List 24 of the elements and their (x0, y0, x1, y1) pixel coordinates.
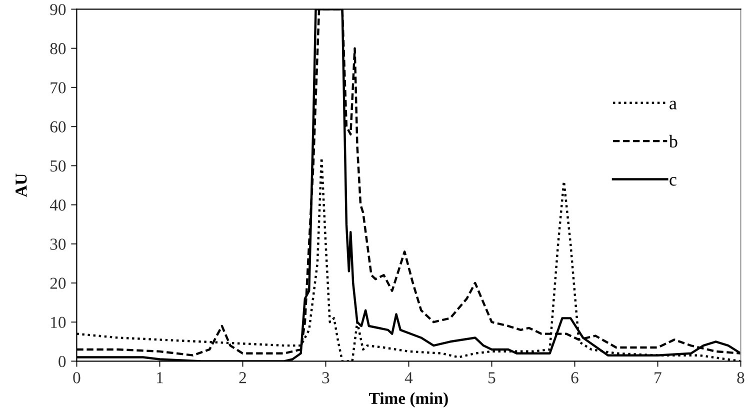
y-tick-label: 30 (50, 238, 66, 250)
y-tick-label: 50 (50, 160, 66, 172)
legend-label: a (670, 100, 677, 110)
y-tick-label: 10 (51, 316, 66, 328)
legend-label: b (668, 134, 678, 148)
y-tick-label: 90 (50, 4, 66, 16)
y-tick-label: 40 (50, 199, 66, 211)
x-tick-label: 3 (322, 372, 330, 384)
x-tick-label: 2 (239, 372, 246, 384)
x-tick-label: 0 (73, 372, 80, 384)
x-tick-label: 8 (737, 372, 744, 384)
y-tick-label: 70 (50, 82, 66, 94)
x-tick-label: 1 (157, 372, 163, 384)
legend-label: c (670, 177, 676, 186)
x-tick-label: 4 (404, 372, 413, 384)
y-tick-label: 20 (50, 278, 66, 289)
x-axis-title: Time (min) (369, 392, 448, 408)
x-tick-label: 6 (571, 372, 578, 384)
x-tick-label: 7 (654, 372, 662, 384)
y-tick-label: 80 (50, 43, 66, 54)
x-tick-label: 5 (488, 372, 496, 384)
y-tick-label: 0 (58, 356, 66, 368)
y-tick-label: 60 (50, 121, 66, 133)
y-axis-title: AU (16, 174, 27, 198)
